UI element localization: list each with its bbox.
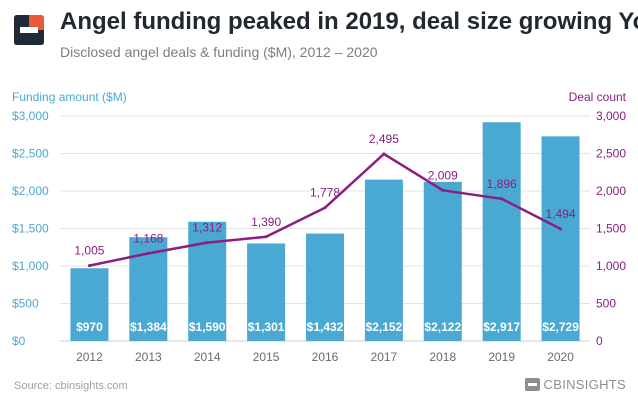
deal-count-point: [500, 197, 504, 201]
brand-mark: CBINSIGHTS: [524, 377, 626, 392]
deal-count-point: [559, 227, 563, 231]
bar-value-label: $1,301: [248, 320, 285, 334]
deal-count-point: [441, 188, 445, 192]
right-axis-tick-label: 3,000: [596, 109, 626, 123]
x-axis-tick-label: 2014: [194, 350, 221, 364]
combo-chart: Funding amount ($M) Deal count $0 $500 $1,00…: [12, 90, 627, 364]
x-axis-tick-label: 2013: [135, 350, 162, 364]
deal-count-point: [146, 251, 150, 255]
bar-value-label: $1,432: [307, 320, 344, 334]
x-axis-tick-label: 2018: [429, 350, 456, 364]
deal-count-label: 2,009: [428, 168, 458, 182]
right-axis-tick-label: 1,000: [596, 259, 626, 273]
deal-count-label: 1,494: [546, 207, 576, 221]
funding-bar: [364, 179, 403, 341]
bar-value-label: $2,729: [542, 320, 579, 334]
deal-count-label: 1,312: [192, 221, 222, 235]
source-note: Source: cbinsights.com: [14, 380, 128, 392]
funding-bar: [70, 268, 109, 341]
cb-insights-small-logo-icon: [524, 378, 540, 391]
bar-value-label: $1,384: [130, 320, 167, 334]
cb-insights-logo-icon: [14, 15, 44, 45]
x-axis-tick-label: 2017: [371, 350, 398, 364]
right-axis-tick-label: 2,000: [596, 184, 626, 198]
left-axis-tick-label: $0: [12, 334, 26, 348]
right-axis-title: Deal count: [569, 90, 627, 104]
deal-count-label: 1,896: [487, 177, 517, 191]
x-axis-tick-label: 2016: [312, 350, 339, 364]
left-axis-tick-label: $500: [12, 297, 39, 311]
deal-count-point: [264, 235, 268, 239]
deal-count-label: 2,495: [369, 132, 399, 146]
deal-count-point: [205, 241, 209, 245]
left-axis-tick-label: $2,000: [12, 184, 49, 198]
funding-bar: [247, 243, 286, 341]
right-axis-tick-label: 0: [596, 334, 603, 348]
x-axis-tick-label: 2012: [76, 350, 103, 364]
x-axis-tick-label: 2015: [253, 350, 280, 364]
left-axis-tick-label: $1,000: [12, 259, 49, 273]
funding-bar: [423, 181, 462, 341]
x-axis-tick-label: 2020: [547, 350, 574, 364]
left-axis-tick-label: $1,500: [12, 222, 49, 236]
bar-value-label: $970: [76, 320, 103, 334]
funding-bar: [482, 122, 521, 341]
right-axis-tick-label: 500: [596, 297, 616, 311]
deal-count-label: 1,005: [74, 244, 104, 258]
deal-count-point: [382, 152, 386, 156]
deal-count-label: 1,778: [310, 186, 340, 200]
deal-count-point: [87, 264, 91, 268]
chart-subtitle: Disclosed angel deals & funding ($M), 20…: [60, 44, 378, 60]
funding-bar: [306, 233, 344, 341]
deal-count-label: 1,168: [133, 231, 163, 245]
bar-value-label: $2,122: [424, 320, 461, 334]
left-axis-tick-label: $3,000: [12, 109, 49, 123]
x-axis-tick-label: 2019: [488, 350, 515, 364]
brand-text: CBINSIGHTS: [543, 377, 626, 392]
right-axis-tick-label: 1,500: [596, 222, 626, 236]
funding-bar: [541, 136, 580, 341]
right-axis-tick-label: 2,500: [596, 147, 626, 161]
deal-count-label: 1,390: [251, 215, 281, 229]
left-axis-tick-label: $2,500: [12, 147, 49, 161]
bar-value-label: $1,590: [189, 320, 226, 334]
chart-title: Angel funding peaked in 2019, deal size …: [60, 8, 638, 35]
bar-value-label: $2,917: [483, 320, 520, 334]
bar-value-label: $2,152: [366, 320, 403, 334]
left-axis-title: Funding amount ($M): [12, 90, 127, 104]
deal-count-point: [323, 206, 327, 210]
